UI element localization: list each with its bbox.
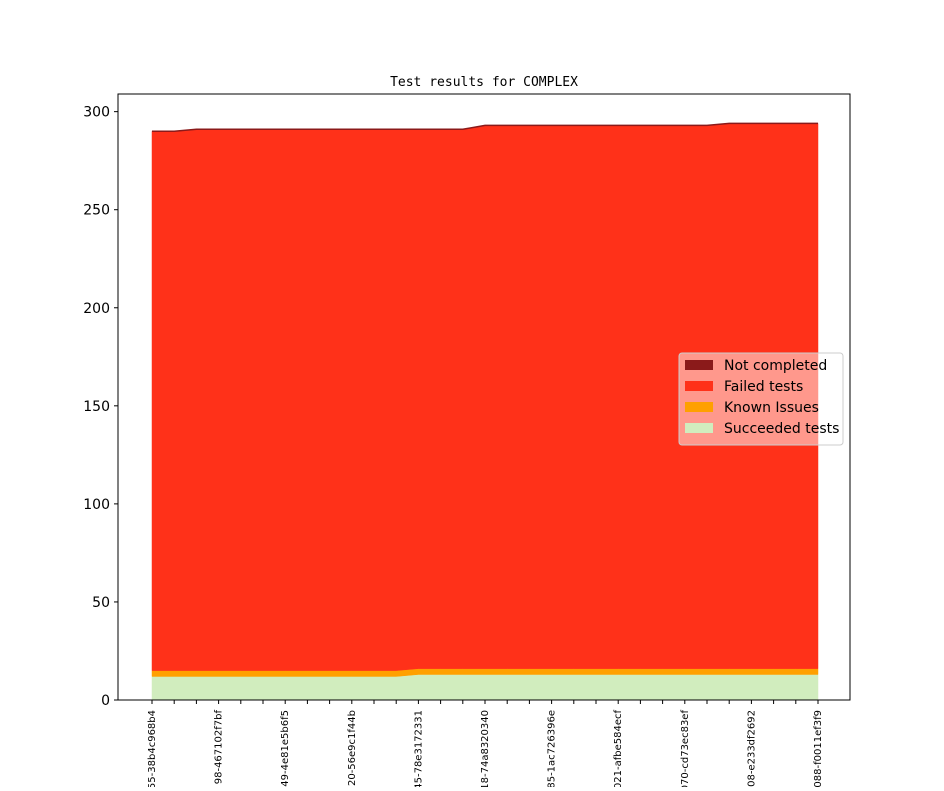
x-tick-label: 18-74a8320340 <box>480 710 491 787</box>
chart-title: Test results for COMPLEX <box>390 75 578 90</box>
x-tick-label: 98-467102f7bf <box>214 710 225 785</box>
legend-label: Not completed <box>724 358 827 374</box>
y-tick-label: 50 <box>92 595 110 611</box>
area <box>151 674 819 701</box>
y-tick-label: 100 <box>83 497 110 513</box>
x-tick-label: 08-e233df2692 <box>746 710 757 787</box>
legend-label: Succeeded tests <box>724 421 839 437</box>
legend-swatch <box>685 402 713 412</box>
legend-swatch <box>685 381 713 391</box>
y-tick-label: 0 <box>101 693 110 709</box>
x-tick-label: 20-56e9c1f44b <box>347 710 358 786</box>
x-tick-label: 85-1ac726396e <box>547 710 558 787</box>
legend-swatch <box>685 360 713 370</box>
x-tick-label: 55-38b4c968b4 <box>147 710 158 787</box>
legend-swatch <box>685 423 713 433</box>
x-tick-label: 45-78e3172331 <box>413 710 424 787</box>
legend-label: Known Issues <box>724 400 819 416</box>
x-tick-label: 070-cd73ec83ef <box>680 710 691 787</box>
y-tick-label: 150 <box>83 399 110 415</box>
y-tick-label: 250 <box>83 203 110 219</box>
plot-frame <box>117 93 851 701</box>
area <box>152 122 818 133</box>
legend-box <box>678 352 844 446</box>
legend: Not completed Failed tests Known Issues Suc… <box>678 352 844 446</box>
legend-label: Failed tests <box>724 379 803 395</box>
y-tick-label: 200 <box>83 301 110 317</box>
x-tick-label: 49-4e81e5b6f5 <box>280 710 291 787</box>
x-tick-label: 021-afbe584ecf <box>613 710 624 787</box>
y-tick-label: 300 <box>83 105 110 121</box>
x-tick-label: 088-f0011ef3f9 <box>813 710 824 787</box>
